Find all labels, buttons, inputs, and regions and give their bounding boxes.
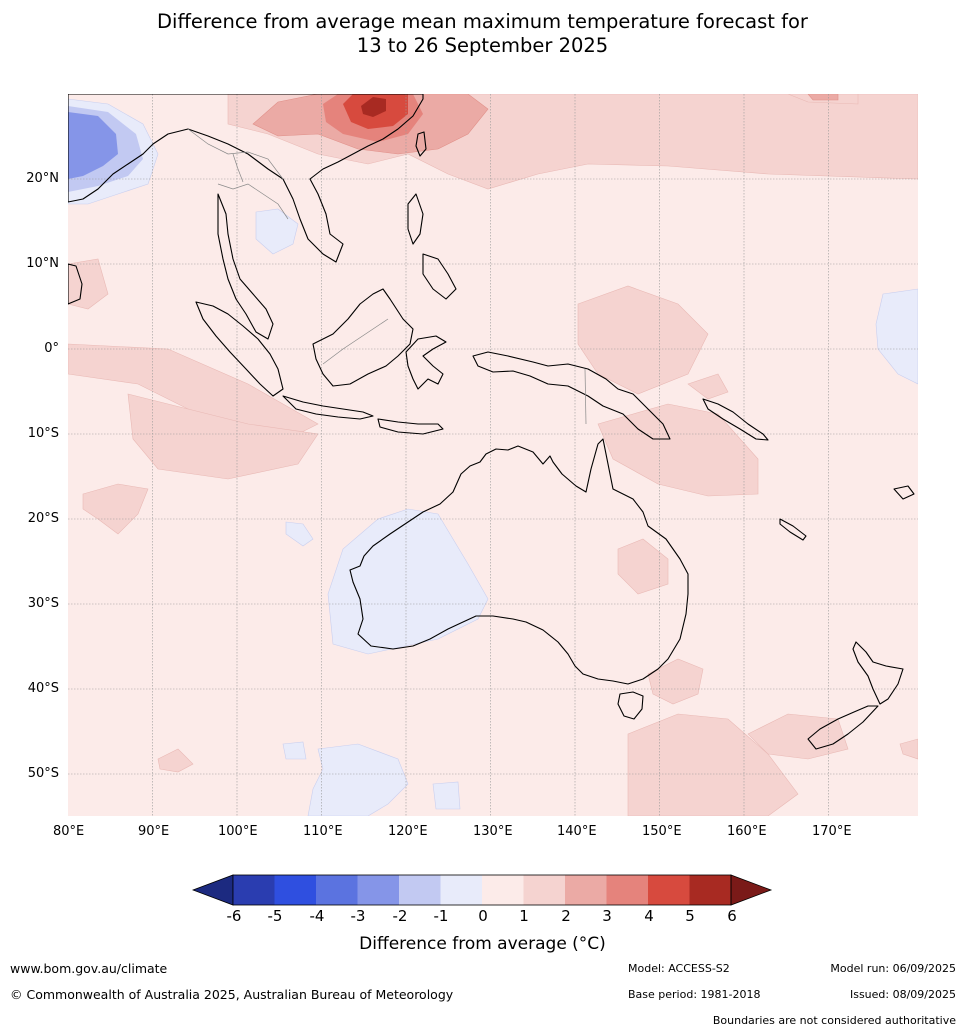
coastlines [68, 94, 915, 750]
colorbar-cell [606, 875, 648, 905]
anomaly-5-6-area [361, 97, 386, 117]
footer-copyright: © Commonwealth of Australia 2025, Austra… [10, 987, 454, 1002]
footer-issued: Issued: 08/09/2025 [849, 988, 956, 1001]
anomaly-minus-3-2-area [68, 112, 118, 179]
colorbar-tick-0: 0 [478, 907, 488, 925]
colorbar-cell [274, 875, 316, 905]
colorbar-cell [440, 875, 482, 905]
taiwan-coastline [415, 131, 427, 157]
lat-label-10s: 10°S [27, 426, 59, 441]
australia-coastline [349, 438, 689, 685]
lat-label-30s: 30°S [27, 596, 59, 611]
title-line-1: Difference from average mean maximum tem… [157, 10, 808, 33]
colorbar-cell [565, 875, 607, 905]
colorbar-tick-minus-5: -5 [267, 907, 283, 925]
footer-model: Model: ACCESS-S2 [628, 962, 730, 975]
asia-mainland-coastline [68, 94, 424, 263]
anomaly-1-2-areas [68, 94, 918, 816]
lat-label-10n: 10°N [26, 256, 59, 271]
colorbar-tick-4: 4 [644, 907, 654, 925]
lat-label-50s: 50°S [27, 766, 59, 781]
nusa-tenggara-coastline [377, 418, 444, 435]
fiji-coastline [893, 485, 915, 500]
colorbar-tick-minus-2: -2 [392, 907, 408, 925]
malay-peninsula-coastline [217, 193, 274, 340]
colorbar-tick-minus-4: -4 [309, 907, 325, 925]
footer-base-period: Base period: 1981-2018 [628, 988, 761, 1001]
colorbar-frame [232, 874, 732, 906]
colorbar-tick-minus-1: -1 [433, 907, 449, 925]
tasmania-coastline [617, 691, 644, 720]
footer-disclaimer: Boundaries are not considered authoritat… [712, 1014, 956, 1027]
colorbar-tick-2: 2 [561, 907, 571, 925]
colorbar-extend-low [192, 874, 234, 906]
lon-label-100e: 100°E [218, 824, 258, 839]
lat-label-0: 0° [44, 341, 59, 356]
footer-url[interactable]: www.bom.gov.au/climate [10, 961, 168, 976]
colorbar-cell [399, 875, 441, 905]
title-line-2: 13 to 26 September 2025 [356, 34, 609, 57]
lon-label-80e: 80°E [53, 824, 85, 839]
new-zealand-south-coastline [807, 705, 879, 750]
colorbar-cell [482, 875, 524, 905]
colorbar-tick-minus-3: -3 [350, 907, 366, 925]
lon-label-110e: 110°E [303, 824, 343, 839]
colorbar-cell [689, 875, 731, 905]
map-title: Difference from average mean maximum tem… [0, 10, 965, 58]
lon-label-160e: 160°E [727, 824, 767, 839]
map-canvas [68, 94, 918, 816]
new-guinea-coastline [472, 351, 671, 440]
borneo-coastline [312, 288, 414, 387]
lat-label-40s: 40°S [27, 681, 59, 696]
lat-label-20n: 20°N [26, 171, 59, 186]
lon-label-140e: 140°E [557, 824, 597, 839]
forecast-map [68, 94, 918, 816]
lon-label-170e: 170°E [812, 824, 852, 839]
lon-label-120e: 120°E [388, 824, 428, 839]
colorbar-cell [357, 875, 399, 905]
solomon-islands-coastline [702, 398, 769, 441]
sulawesi-coastline [405, 335, 447, 390]
new-caledonia-coastline [779, 518, 807, 541]
colorbar-cells [192, 874, 773, 906]
colorbar-tick-5: 5 [685, 907, 695, 925]
lon-label-130e: 130°E [473, 824, 513, 839]
colorbar-tick-6: 6 [727, 907, 737, 925]
lon-label-90e: 90°E [138, 824, 170, 839]
colorbar-tick-minus-6: -6 [226, 907, 242, 925]
java-coastline [282, 395, 374, 420]
new-zealand-north-coastline [852, 641, 904, 705]
sri-lanka-coastline [68, 263, 83, 305]
lat-label-20s: 20°S [27, 511, 59, 526]
colorbar-cell [233, 875, 275, 905]
colorbar [192, 874, 773, 906]
colorbar-label: Difference from average (°C) [359, 934, 606, 954]
graticule [68, 94, 918, 816]
colorbar-cell [523, 875, 565, 905]
country-boundaries [187, 128, 587, 425]
lon-label-150e: 150°E [642, 824, 682, 839]
colorbar-extend-high [730, 874, 773, 906]
colorbar-cell [648, 875, 690, 905]
philippines-coastline [407, 193, 457, 300]
colorbar-tick-1: 1 [519, 907, 529, 925]
footer-model-run: Model run: 06/09/2025 [830, 962, 956, 975]
colorbar-cell [316, 875, 358, 905]
colorbar-tick-3: 3 [602, 907, 612, 925]
sumatra-coastline [195, 301, 284, 397]
